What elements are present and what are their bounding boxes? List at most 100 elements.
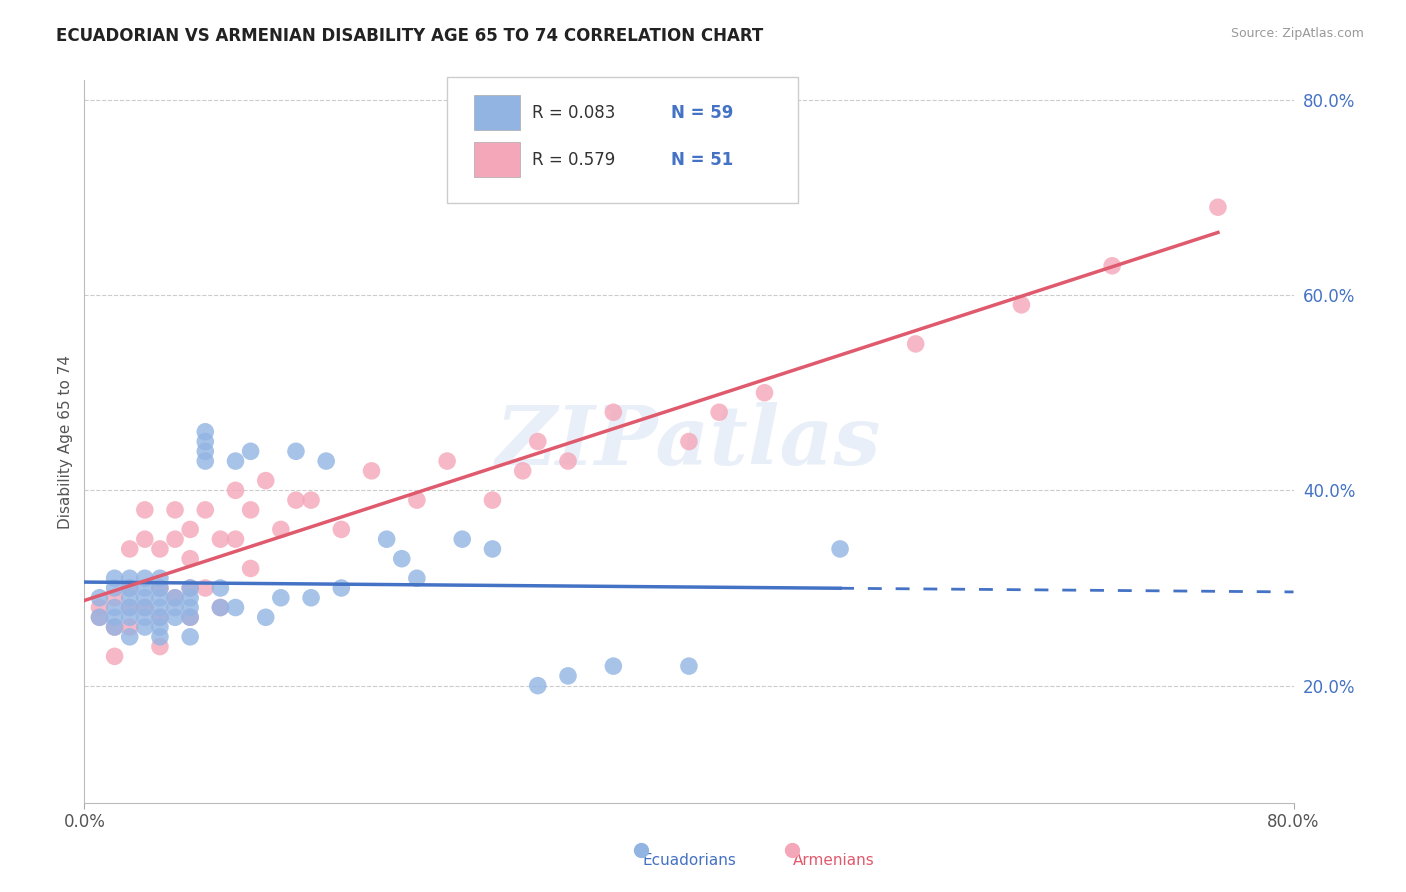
Point: [602, 405, 624, 419]
Point: [285, 444, 308, 458]
Text: Source: ZipAtlas.com: Source: ZipAtlas.com: [1230, 27, 1364, 40]
Point: [1011, 298, 1033, 312]
Point: [118, 600, 141, 615]
Point: [527, 434, 550, 449]
Point: [89, 610, 111, 624]
Point: [904, 337, 927, 351]
Point: [134, 503, 156, 517]
Point: [179, 630, 201, 644]
Point: [134, 532, 156, 546]
Point: [149, 610, 172, 624]
Point: [209, 532, 232, 546]
Point: [209, 600, 232, 615]
Point: [134, 610, 156, 624]
Point: [165, 532, 187, 546]
Point: [375, 532, 398, 546]
Point: [104, 610, 127, 624]
Point: [149, 571, 172, 585]
Point: [209, 581, 232, 595]
Point: [149, 581, 172, 595]
Point: [179, 591, 201, 605]
Point: [104, 649, 127, 664]
Point: [225, 600, 247, 615]
FancyBboxPatch shape: [474, 143, 520, 178]
Text: Ecuadorians: Ecuadorians: [643, 854, 735, 869]
Text: ZIPatlas: ZIPatlas: [496, 401, 882, 482]
Point: [209, 600, 232, 615]
Point: [830, 541, 852, 556]
Point: [391, 551, 413, 566]
Point: [315, 454, 337, 468]
Point: [270, 591, 292, 605]
Point: [134, 600, 156, 615]
Point: [118, 541, 141, 556]
Point: [481, 493, 503, 508]
Point: [179, 610, 201, 624]
Point: [557, 669, 579, 683]
Point: [270, 523, 292, 537]
Point: [149, 630, 172, 644]
Point: [254, 474, 277, 488]
Point: [239, 561, 262, 575]
Point: [754, 385, 776, 400]
Point: [239, 444, 262, 458]
FancyBboxPatch shape: [474, 95, 520, 130]
Point: [194, 503, 217, 517]
Text: N = 59: N = 59: [671, 103, 733, 122]
Point: [436, 454, 458, 468]
Point: [165, 591, 187, 605]
Point: [149, 610, 172, 624]
Point: [165, 600, 187, 615]
Point: [118, 581, 141, 595]
Point: [149, 581, 172, 595]
Point: [194, 434, 217, 449]
Point: [104, 620, 127, 634]
Point: [134, 600, 156, 615]
Point: [330, 523, 353, 537]
Text: N = 51: N = 51: [671, 151, 733, 169]
Point: [179, 581, 201, 595]
Point: [225, 483, 247, 498]
Point: [194, 454, 217, 468]
Point: [149, 600, 172, 615]
Point: [118, 610, 141, 624]
Text: R = 0.579: R = 0.579: [531, 151, 614, 169]
Point: [104, 620, 127, 634]
Point: [330, 581, 353, 595]
Point: [118, 591, 141, 605]
Point: [225, 532, 247, 546]
Point: [165, 610, 187, 624]
Point: [481, 541, 503, 556]
Point: [194, 581, 217, 595]
Point: [360, 464, 382, 478]
Point: [709, 405, 731, 419]
Point: [89, 610, 111, 624]
Point: [1101, 259, 1123, 273]
Point: [406, 571, 429, 585]
Point: [678, 434, 700, 449]
Point: [179, 600, 201, 615]
Point: [118, 600, 141, 615]
Point: [118, 571, 141, 585]
Text: ECUADORIAN VS ARMENIAN DISABILITY AGE 65 TO 74 CORRELATION CHART: ECUADORIAN VS ARMENIAN DISABILITY AGE 65…: [56, 27, 763, 45]
Point: [299, 493, 322, 508]
Point: [512, 464, 534, 478]
Point: [1206, 200, 1229, 214]
Point: [602, 659, 624, 673]
FancyBboxPatch shape: [447, 77, 797, 203]
Point: [149, 541, 172, 556]
Point: [104, 591, 127, 605]
Point: [149, 640, 172, 654]
Point: [451, 532, 474, 546]
Point: [527, 679, 550, 693]
Y-axis label: Disability Age 65 to 74: Disability Age 65 to 74: [58, 354, 73, 529]
Point: [557, 454, 579, 468]
Point: [149, 591, 172, 605]
Point: [406, 493, 429, 508]
Point: [239, 503, 262, 517]
Point: [285, 493, 308, 508]
Point: [104, 600, 127, 615]
Point: [104, 571, 127, 585]
Point: [134, 620, 156, 634]
Point: [104, 581, 127, 595]
